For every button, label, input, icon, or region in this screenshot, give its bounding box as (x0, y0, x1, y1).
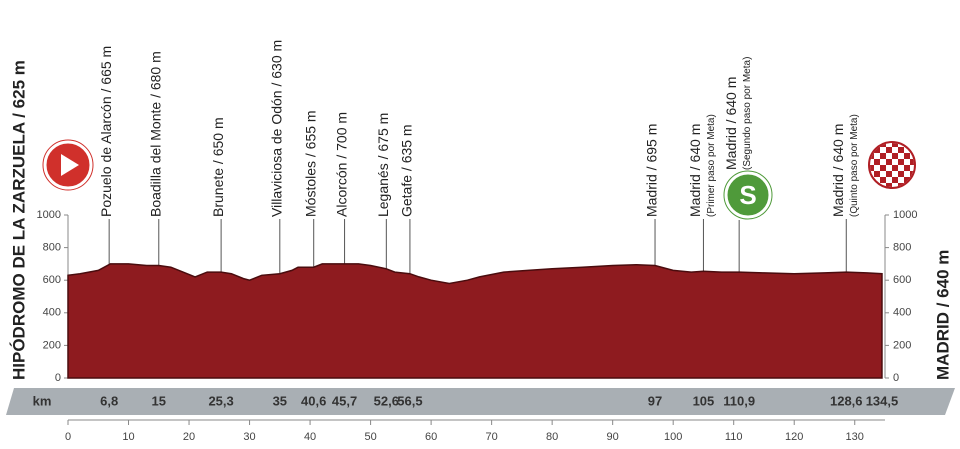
km-marker: 35 (273, 393, 287, 408)
check (910, 159, 914, 165)
waypoint-label: Leganés / 675 m (375, 113, 391, 217)
y-tick-label: 1000 (37, 209, 61, 221)
x-tick-label: 100 (664, 431, 682, 443)
y-tick-label: 200 (43, 339, 61, 351)
x-tick-label: 30 (243, 431, 255, 443)
waypoint-label: Alcorcón / 700 m (333, 112, 349, 217)
check (904, 153, 910, 159)
check (874, 159, 880, 165)
y-tick-label-right: 800 (893, 242, 911, 254)
check (880, 143, 886, 147)
start-icon (42, 139, 94, 191)
check (898, 171, 904, 177)
km-marker: 110,9 (723, 393, 755, 408)
check (874, 171, 880, 177)
x-tick-label: 80 (546, 431, 558, 443)
check (910, 183, 914, 187)
waypoint-label: Brunete / 650 m (210, 117, 226, 217)
km-marker: 134,5 (866, 393, 899, 408)
check (904, 165, 910, 171)
check (904, 177, 910, 183)
waypoint-label: Getafe / 635 m (399, 124, 415, 217)
check (898, 183, 904, 187)
km-marker: 6,8 (100, 393, 118, 408)
y-tick-label: 400 (43, 307, 61, 319)
km-title: km (33, 393, 52, 408)
km-marker: 105 (693, 393, 715, 408)
x-tick-label: 20 (183, 431, 195, 443)
check (886, 159, 892, 165)
y-tick-label-right: 1000 (893, 209, 917, 221)
check (892, 165, 898, 171)
check (880, 153, 886, 159)
waypoint-note: (Primer paso por Meta) (706, 114, 717, 217)
check (886, 147, 892, 153)
km-marker: 52,6 (374, 393, 399, 408)
waypoint-label: Boadilla del Monte / 680 m (147, 51, 163, 217)
km-marker: 56,5 (397, 393, 422, 408)
y-tick-label-right: 400 (893, 307, 911, 319)
sprint-symbol: S (739, 180, 756, 210)
x-tick-label: 50 (364, 431, 376, 443)
km-marker: 97 (648, 393, 662, 408)
waypoint-note: (Quinto paso por Meta) (849, 114, 860, 217)
x-tick-label: 130 (846, 431, 864, 443)
check (898, 147, 904, 153)
x-tick-label: 60 (425, 431, 437, 443)
check (880, 165, 886, 171)
check (892, 143, 898, 147)
y-tick-label: 800 (43, 242, 61, 254)
x-tick-label: 110 (725, 431, 743, 443)
x-tick-label: 90 (607, 431, 619, 443)
start-label: HIPÓDROMO DE LA ZARZUELA / 625 m (9, 60, 28, 380)
check (880, 177, 886, 183)
km-marker: 15 (152, 393, 166, 408)
waypoint-label: Móstoles / 655 m (302, 110, 318, 217)
check (870, 153, 874, 159)
check (898, 159, 904, 165)
km-marker: 128,6 (830, 393, 863, 408)
waypoint-label: Madrid / 695 m (644, 124, 660, 217)
y-tick-label-right: 600 (893, 274, 911, 286)
check (870, 165, 874, 171)
km-band (6, 388, 955, 415)
waypoint-label: Madrid / 640 m (687, 124, 703, 217)
km-marker: 45,7 (332, 393, 357, 408)
check (886, 171, 892, 177)
finish-icon (868, 141, 916, 189)
waypoint-note: (Segundo paso por Meta) (742, 57, 753, 170)
waypoint-label: Madrid / 640 m (830, 124, 846, 217)
check (886, 183, 892, 187)
check (892, 153, 898, 159)
check (874, 147, 880, 153)
check (910, 171, 914, 177)
y-tick-label-right: 200 (893, 339, 911, 351)
check (870, 143, 874, 147)
km-marker: 25,3 (208, 393, 233, 408)
x-tick-label: 120 (785, 431, 803, 443)
x-tick-label: 10 (122, 431, 134, 443)
waypoint-label: Villaviciosa de Odón / 630 m (269, 40, 285, 217)
sprint-icon: S (723, 170, 773, 220)
y-tick-label-right: 0 (893, 372, 899, 384)
x-tick-label: 40 (304, 431, 316, 443)
finish-label: MADRID / 640 m (933, 250, 952, 380)
y-tick-label: 0 (55, 372, 61, 384)
x-tick-label: 70 (486, 431, 498, 443)
waypoint-label: Madrid / 640 m (723, 77, 739, 170)
x-tick-label: 0 (65, 431, 71, 443)
km-marker: 40,6 (301, 393, 326, 408)
y-tick-label: 600 (43, 274, 61, 286)
elevation-area (67, 263, 883, 379)
check (892, 177, 898, 183)
waypoint-label: Pozuelo de Alarcón / 665 m (98, 46, 114, 217)
